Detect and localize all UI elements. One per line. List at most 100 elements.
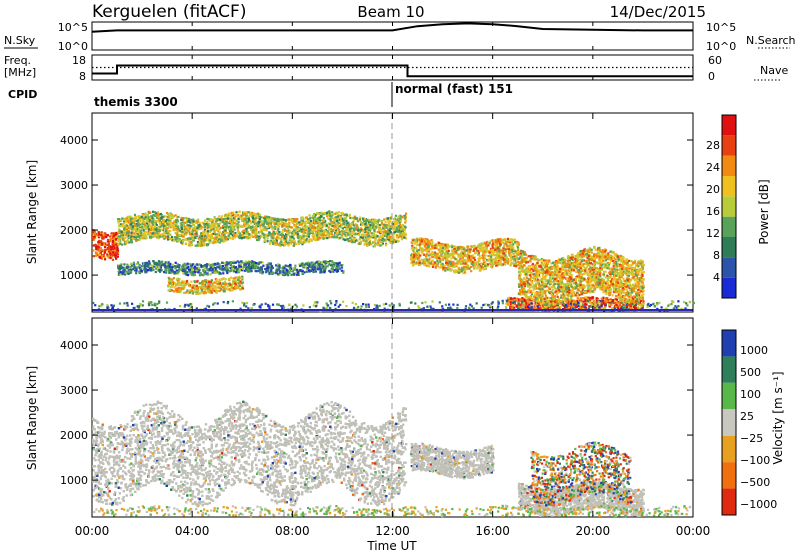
power-echo bbox=[430, 248, 432, 250]
power-echo bbox=[282, 267, 284, 269]
power-echo bbox=[202, 231, 204, 233]
power-echo bbox=[224, 232, 226, 234]
power-echo bbox=[114, 252, 116, 254]
power-echo bbox=[279, 223, 281, 225]
freq-tick-bottom: 8 bbox=[79, 70, 86, 83]
power-echo bbox=[200, 228, 202, 230]
power-echo bbox=[323, 217, 325, 219]
power-echo bbox=[367, 224, 369, 226]
power-echo bbox=[149, 217, 151, 219]
power-echo bbox=[151, 217, 153, 219]
power-echo bbox=[373, 235, 375, 237]
power-echo bbox=[432, 246, 434, 248]
power-echo bbox=[189, 227, 191, 229]
power-echo bbox=[179, 240, 181, 242]
power-echo bbox=[108, 255, 110, 257]
power-echo bbox=[512, 243, 514, 245]
power-echo bbox=[134, 216, 136, 218]
power-echo bbox=[253, 212, 255, 214]
power-echo bbox=[225, 226, 227, 228]
power-echo bbox=[377, 240, 379, 242]
power-echo bbox=[200, 245, 202, 247]
power-echo bbox=[374, 245, 376, 247]
power-echo bbox=[181, 282, 183, 284]
power-echo bbox=[239, 268, 241, 270]
power-echo bbox=[308, 241, 310, 243]
power-echo bbox=[299, 269, 301, 271]
power-echo bbox=[176, 223, 178, 225]
power-echo bbox=[277, 218, 279, 220]
power-echo bbox=[190, 231, 192, 233]
power-echo bbox=[118, 228, 120, 230]
power-echo bbox=[94, 232, 96, 234]
power-echo bbox=[303, 227, 305, 229]
power-echo bbox=[279, 264, 281, 266]
power-echo bbox=[403, 237, 405, 239]
power-echo bbox=[214, 237, 216, 239]
power-echo bbox=[234, 214, 236, 216]
power-echo bbox=[287, 242, 289, 244]
power-echo bbox=[421, 240, 423, 242]
power-echo bbox=[187, 238, 189, 240]
power-echo bbox=[210, 265, 212, 267]
power-echo bbox=[366, 245, 368, 247]
power-echo bbox=[259, 214, 261, 216]
power-echo bbox=[212, 223, 214, 225]
power-echo bbox=[192, 292, 194, 294]
power-echo bbox=[266, 216, 268, 218]
power-echo bbox=[174, 286, 176, 288]
power-echo bbox=[401, 238, 403, 240]
power-echo bbox=[304, 223, 306, 225]
power-echo bbox=[358, 243, 360, 245]
power-echo bbox=[171, 264, 173, 266]
power-echo bbox=[223, 288, 225, 290]
power-echo bbox=[301, 230, 303, 232]
power-echo bbox=[393, 221, 395, 223]
power-echo bbox=[147, 266, 149, 268]
power-echo bbox=[377, 242, 379, 244]
power-echo bbox=[381, 239, 383, 241]
power-echo bbox=[222, 218, 224, 220]
power-echo bbox=[206, 265, 208, 267]
power-echo bbox=[187, 266, 189, 268]
power-echo bbox=[243, 266, 245, 268]
power-echo bbox=[446, 250, 448, 252]
power-echo bbox=[104, 233, 106, 235]
power-echo bbox=[336, 223, 338, 225]
power-echo bbox=[248, 227, 250, 229]
power-echo bbox=[232, 238, 234, 240]
power-echo bbox=[324, 237, 326, 239]
power-echo bbox=[285, 265, 287, 267]
power-echo bbox=[310, 220, 312, 222]
power-echo bbox=[150, 225, 152, 227]
power-echo bbox=[473, 257, 475, 259]
power-echo bbox=[255, 233, 257, 235]
power-echo bbox=[449, 261, 451, 263]
power-echo bbox=[219, 290, 221, 292]
power-echo bbox=[95, 255, 97, 257]
power-echo bbox=[248, 219, 250, 221]
power-panel: 4000300020001000 Slant Range [km] 282420… bbox=[25, 113, 771, 312]
power-echo bbox=[202, 242, 204, 244]
power-echo bbox=[196, 287, 198, 289]
power-echo bbox=[191, 235, 193, 237]
power-echo bbox=[426, 265, 428, 267]
power-echo bbox=[268, 262, 270, 264]
freq-panel: Freq. [MHz] 18 8 60 0 Nave bbox=[4, 54, 788, 83]
power-echo bbox=[339, 262, 341, 264]
power-echo bbox=[266, 223, 268, 225]
power-echo bbox=[309, 238, 311, 240]
power-echo bbox=[159, 220, 161, 222]
power-echo bbox=[207, 230, 209, 232]
power-echo bbox=[439, 247, 441, 249]
power-echo bbox=[399, 222, 401, 224]
power-echo bbox=[249, 215, 251, 217]
power-echo bbox=[517, 246, 519, 248]
power-echo bbox=[364, 244, 366, 246]
power-echo bbox=[315, 232, 317, 234]
power-echo bbox=[264, 216, 266, 218]
power-echo bbox=[362, 230, 364, 232]
power-echo bbox=[144, 271, 146, 273]
power-echo bbox=[185, 243, 187, 245]
